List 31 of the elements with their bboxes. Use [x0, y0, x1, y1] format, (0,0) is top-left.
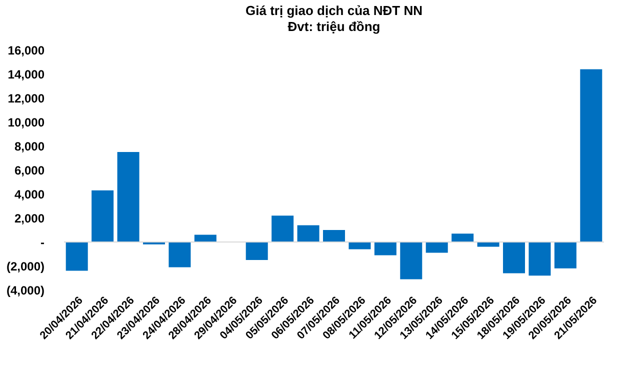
bar: [194, 234, 216, 242]
bar: [348, 242, 371, 250]
bar: [66, 242, 88, 271]
bar: [580, 69, 602, 242]
y-tick-label: (4,000): [6, 284, 44, 298]
bar: [272, 216, 294, 242]
bar: [168, 242, 191, 268]
chart-title: Giá trị giao dịch của NĐT NN: [246, 3, 422, 18]
bar: [528, 242, 551, 276]
y-tick-label: 6,000: [14, 164, 45, 178]
bar: [297, 225, 320, 242]
bar: [246, 242, 268, 260]
y-tick-label: 12,000: [8, 92, 45, 106]
y-tick-label: 2,000: [14, 212, 45, 226]
y-tick-label: 14,000: [8, 68, 45, 82]
bar: [92, 190, 114, 242]
bar: [374, 242, 396, 256]
y-tick-label: 8,000: [14, 140, 45, 154]
bar: [554, 242, 576, 268]
y-tick-label: 4,000: [14, 188, 45, 202]
bar: [400, 242, 422, 280]
chart-subtitle: Đvt: triệu đồng: [288, 19, 380, 34]
y-tick-label: 10,000: [8, 116, 45, 130]
bar: [426, 242, 448, 253]
y-tick-label: -: [40, 236, 44, 250]
y-tick-label: (2,000): [6, 260, 44, 274]
bar: [117, 152, 140, 242]
bar: [323, 230, 345, 242]
bar: [503, 242, 525, 274]
y-tick-label: 16,000: [8, 44, 45, 58]
bar: [452, 234, 474, 242]
